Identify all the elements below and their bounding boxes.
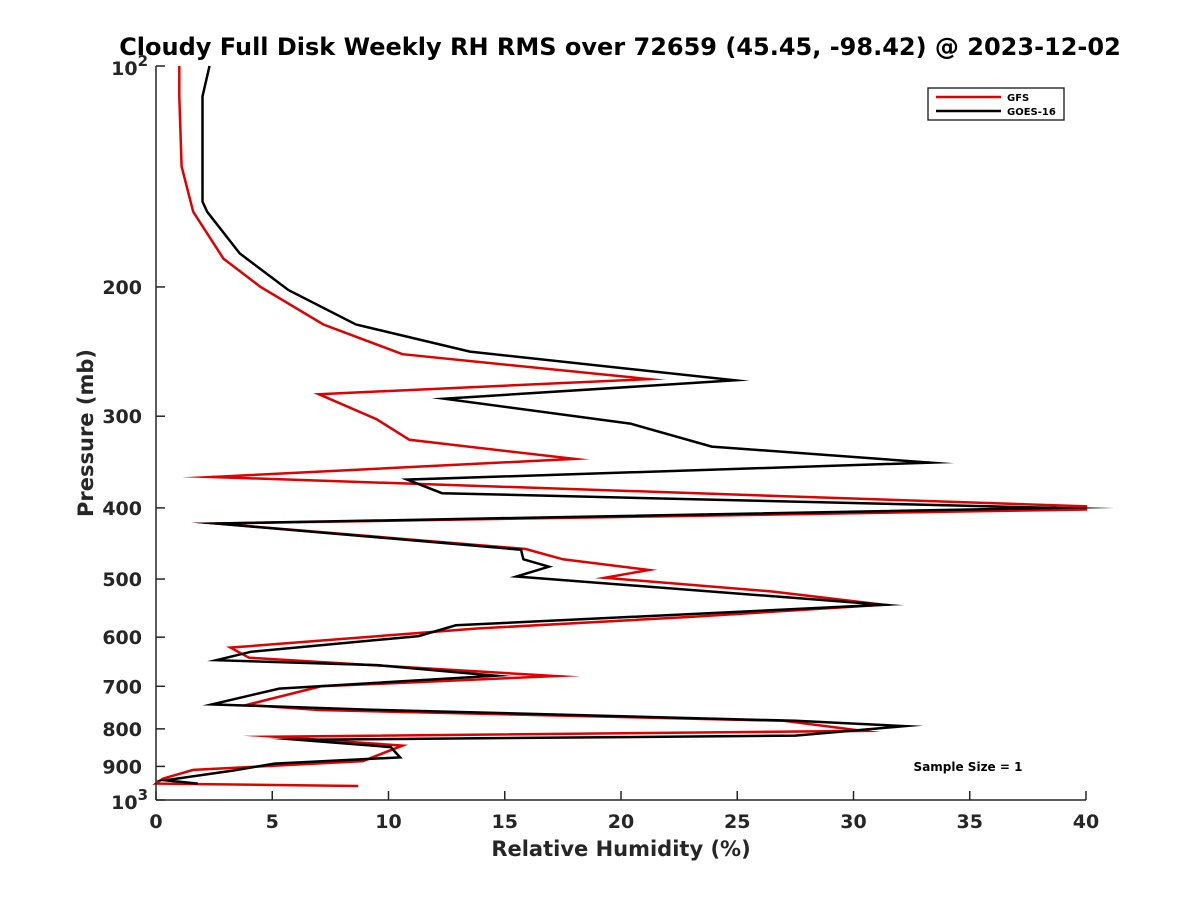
- y-ticks: 102 200 300 400 500 600 700 800 900 103: [102, 52, 165, 814]
- y-tick-label: 600: [102, 627, 142, 649]
- y-tick-label: 800: [102, 719, 142, 741]
- x-ticks: 0 5 10 15 20 25 30 35 40: [149, 791, 1099, 833]
- y-tick-label: 500: [102, 569, 142, 591]
- x-tick-label: 0: [149, 811, 162, 833]
- x-tick-label: 10: [375, 811, 401, 833]
- x-tick-label: 35: [957, 811, 983, 833]
- x-tick-label: 20: [608, 811, 634, 833]
- y-tick-label: 300: [102, 406, 142, 428]
- x-tick-label: 15: [492, 811, 518, 833]
- y-tick-label: 200: [102, 277, 142, 299]
- legend: GFS GOES-16: [927, 87, 1065, 121]
- chart-title: Cloudy Full Disk Weekly RH RMS over 7265…: [119, 33, 1121, 61]
- x-tick-label: 30: [840, 811, 866, 833]
- plot-area: [156, 66, 1086, 800]
- series-line-gfs: [152, 66, 1088, 788]
- x-tick-label: 5: [266, 811, 279, 833]
- y-tick-label: 900: [102, 756, 142, 778]
- legend-box: [927, 87, 1065, 121]
- series-layer: [152, 65, 1115, 788]
- x-tick-label: 40: [1073, 811, 1099, 833]
- x-axis-label: Relative Humidity (%): [491, 837, 750, 861]
- sample-size-annotation: Sample Size = 1: [914, 760, 1023, 774]
- y-tick-label: 102: [111, 52, 148, 80]
- y-tick-label: 700: [102, 676, 142, 698]
- x-tick-label: 25: [724, 811, 750, 833]
- y-tick-label: 103: [111, 786, 148, 814]
- series-line-goes-16: [155, 65, 1115, 785]
- y-tick-label: 400: [102, 498, 142, 520]
- legend-label-gfs: GFS: [1007, 93, 1029, 104]
- legend-label-goes-16: GOES-16: [1007, 107, 1056, 118]
- y-axis-label: Pressure (mb): [74, 349, 98, 517]
